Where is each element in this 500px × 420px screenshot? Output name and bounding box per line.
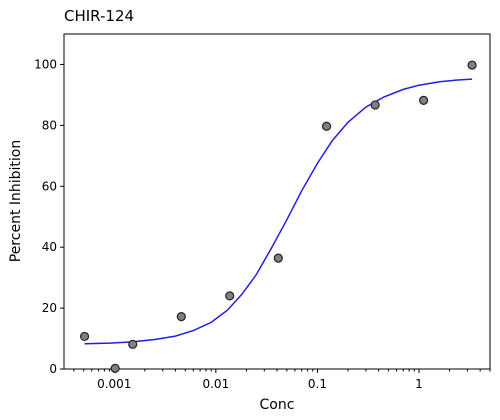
data-points xyxy=(79,60,477,373)
data-point-5 xyxy=(273,253,283,263)
data-point-3 xyxy=(176,312,186,322)
y-axis-ticks: 0 20 40 60 80 100 xyxy=(34,57,64,376)
data-point-2 xyxy=(128,339,138,349)
fit-curve-line xyxy=(84,78,473,345)
chart-title: CHIR-124 xyxy=(64,7,134,25)
x-tick-label: 0.001 xyxy=(97,377,131,391)
x-tick-label: 0.01 xyxy=(202,377,229,391)
y-tick-label: 20 xyxy=(42,301,57,315)
data-point-9 xyxy=(467,60,477,70)
data-point-0 xyxy=(79,331,90,342)
data-point-1 xyxy=(110,363,120,373)
x-tick-label: 0.1 xyxy=(308,377,327,391)
data-point-7 xyxy=(370,100,380,110)
y-tick-label: 0 xyxy=(49,362,57,376)
x-tick-label: 1 xyxy=(415,377,423,391)
y-axis-label: Percent Inhibition xyxy=(8,140,24,263)
y-tick-label: 60 xyxy=(42,179,57,193)
y-tick-label: 100 xyxy=(34,57,57,71)
data-point-6 xyxy=(321,121,332,131)
data-point-8 xyxy=(419,95,429,105)
x-axis-label: Conc xyxy=(260,397,295,413)
data-point-4 xyxy=(225,291,235,301)
y-tick-label: 40 xyxy=(42,240,57,254)
y-tick-label: 80 xyxy=(42,118,57,132)
x-axis-ticks: 0.001 0.01 0.1 1 xyxy=(73,369,491,391)
